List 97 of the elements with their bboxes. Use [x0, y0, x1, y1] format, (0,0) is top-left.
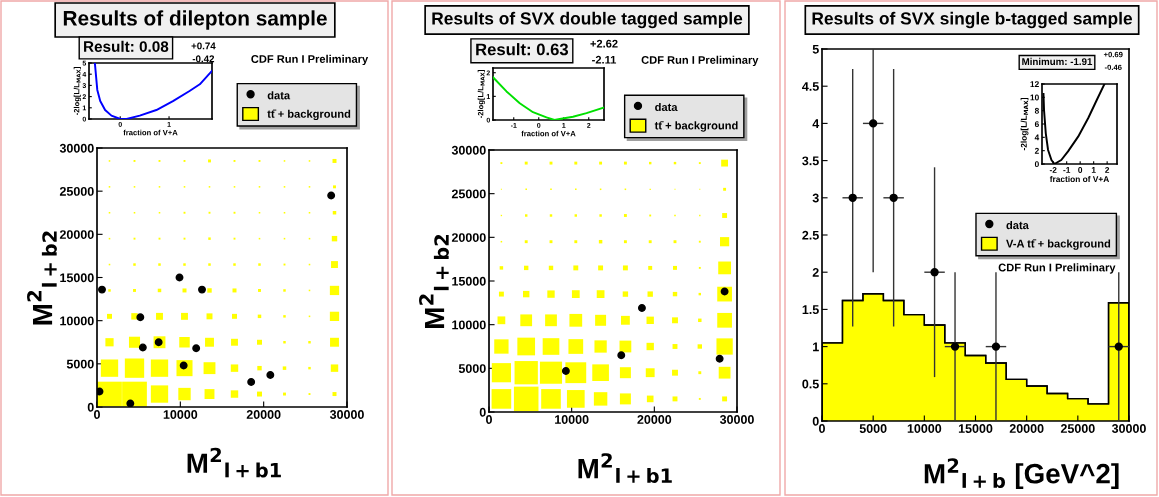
- legend-label: data: [655, 102, 678, 112]
- y-tick-label: 5000: [458, 364, 486, 373]
- y-tick-label: 20000: [451, 233, 486, 242]
- y-tick-label: 5: [812, 44, 819, 54]
- y-tick-label: 25000: [59, 186, 94, 196]
- x-tick-label: -1: [1063, 167, 1071, 173]
- point: [617, 351, 626, 360]
- point: [98, 285, 106, 294]
- y-tick-label: 4.5: [802, 82, 819, 91]
- text: -2.11: [592, 55, 617, 64]
- x-tick-label: 5000: [859, 424, 887, 433]
- text: CDF Run I Preliminary: [251, 54, 369, 66]
- y-tick-label: 0: [1034, 161, 1039, 168]
- x-tick-label: 30000: [719, 415, 754, 424]
- legend-label: tt̄ + background: [267, 109, 351, 121]
- point: [192, 344, 201, 353]
- y-tick-label: 12: [1030, 81, 1039, 88]
- y-tick-label: 1.5: [802, 305, 819, 315]
- x-tick-label: -2: [1049, 167, 1057, 173]
- point: [327, 191, 336, 200]
- point: [637, 304, 646, 313]
- point: [1114, 342, 1123, 351]
- y-axis-title: M$^{2}$$_{l+b2}$: [27, 231, 57, 325]
- y-tick-label: 1: [813, 342, 819, 352]
- point: [930, 268, 939, 277]
- point: [126, 399, 135, 407]
- point: [868, 119, 878, 128]
- text: Results of dilepton sample: [63, 10, 327, 30]
- y-tick-label: 30000: [59, 143, 94, 153]
- x-axis-title: fraction of V+A: [1049, 175, 1110, 183]
- point: [175, 273, 184, 282]
- y-tick-label: 2: [1034, 147, 1039, 154]
- point: [97, 387, 104, 396]
- text: -0.42: [192, 55, 215, 63]
- x-tick-label: 30000: [329, 410, 364, 419]
- text: Results of SVX double tagged sample: [432, 11, 743, 29]
- point: [266, 371, 275, 380]
- x-tick-label: 0: [94, 410, 100, 419]
- x-tick-label: 0: [1078, 167, 1083, 173]
- y-tick-label: 2: [812, 268, 819, 277]
- point: [715, 354, 724, 363]
- text: +2.62: [590, 39, 618, 48]
- line-series: [93, 63, 212, 119]
- x-tick-label: 25000: [1060, 424, 1095, 433]
- x-tick-label: 15000: [958, 424, 993, 433]
- y-tick-label: 25000: [451, 189, 486, 199]
- x-tick-label: 10000: [163, 410, 198, 419]
- y-axis-title: -2log[L/L$_{MAX}$]: [1020, 97, 1029, 151]
- chart-title: Minimum: -1.91: [1022, 57, 1093, 66]
- y-tick-label: 2.5: [802, 230, 819, 240]
- chart-title: Result: 0.08: [84, 40, 169, 52]
- y-tick-label: 3: [812, 193, 819, 203]
- x-tick-label: 0: [819, 424, 825, 433]
- y-tick-label: 15000: [60, 273, 94, 283]
- y-tick-label: 4: [1034, 134, 1040, 141]
- legend-label: V-A tt̄ + background: [1006, 239, 1111, 250]
- point: [950, 342, 960, 351]
- legend-label: data: [267, 91, 291, 100]
- point: [991, 342, 1001, 351]
- x-axis-title: M$^{2}$$_{l+b1}$: [187, 447, 281, 478]
- legend-label: tt̄ + background: [654, 121, 738, 132]
- text: +0.74: [191, 42, 216, 50]
- y-tick-label: 5000: [66, 359, 94, 369]
- point: [198, 285, 206, 294]
- y-tick-label: 0.5: [802, 379, 819, 389]
- legend-label: data: [1006, 221, 1029, 230]
- x-axis-title: M$^{2}$$_{l+b1}$: [578, 453, 672, 484]
- x-tick-label: 2: [1105, 167, 1110, 173]
- text: CDF Run I Preliminary: [641, 55, 759, 67]
- y-tick-label: 3.5: [802, 156, 819, 166]
- y-tick-label: 8: [1034, 107, 1039, 114]
- y-tick-label: 10: [1030, 94, 1039, 101]
- x-tick-label: 10000: [555, 415, 589, 424]
- chart-title: Result: 0.63: [476, 43, 569, 56]
- x-tick-label: 10000: [907, 424, 942, 433]
- x-tick-label: 1: [1091, 167, 1096, 173]
- point: [889, 193, 898, 202]
- y-tick-label: 4: [812, 119, 820, 128]
- annotation: CDF Run I Preliminary: [998, 263, 1116, 274]
- y-tick-label: 20000: [59, 230, 94, 239]
- x-axis-title: M$^{2}$$_{l+b}$ [GeV^2]: [924, 458, 1119, 490]
- y-tick-label: 6: [1034, 121, 1039, 128]
- point: [247, 378, 256, 386]
- y-tick-label: 0: [87, 402, 94, 412]
- x-tick-label: 20000: [246, 410, 281, 419]
- point: [848, 193, 857, 202]
- chart-title: Results of SVX single b-tagged sample: [812, 11, 1133, 29]
- point: [136, 313, 145, 322]
- x-tick-label: 20000: [637, 415, 672, 424]
- y-tick-label: 10000: [452, 320, 486, 330]
- y-axis-title: M$^{2}$$_{l+b2}$: [419, 234, 449, 328]
- y-tick-label: 10000: [60, 316, 94, 326]
- point: [138, 343, 147, 352]
- x-tick-label: 30000: [1111, 424, 1146, 433]
- y-tick-label: 15000: [452, 276, 486, 286]
- point: [561, 367, 570, 375]
- y-tick-label: 30000: [451, 145, 486, 155]
